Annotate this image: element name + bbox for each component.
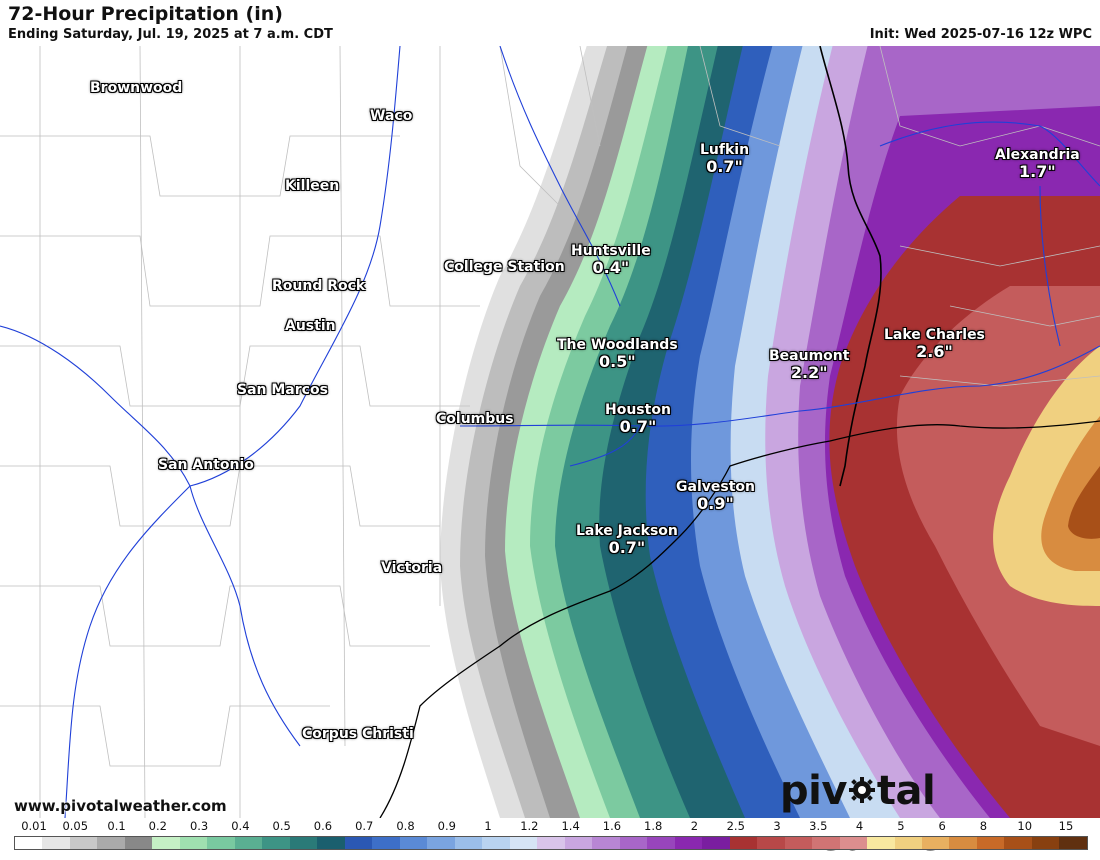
legend-swatch	[42, 837, 70, 849]
legend-label: 1	[484, 819, 492, 833]
legend-swatch	[179, 837, 208, 849]
init-time: Init: Wed 2025-07-16 12z WPC	[869, 27, 1092, 42]
city-label-with-value: Alexandria 1.7"	[995, 147, 1080, 181]
legend-swatch	[647, 837, 675, 849]
legend-swatch	[976, 837, 1005, 849]
legend-label: 15	[1058, 819, 1074, 833]
legend-swatch	[619, 837, 648, 849]
website-url: www.pivotalweather.com	[14, 797, 227, 815]
city-label-with-value: Lake Charles 2.6"	[884, 327, 985, 361]
legend-swatch	[784, 837, 813, 849]
city-label: Columbus	[436, 411, 514, 427]
legend-swatch	[949, 837, 977, 849]
legend-label: 10	[1017, 819, 1033, 833]
legend-label: 1.8	[644, 819, 663, 833]
city-label: Austin	[285, 318, 336, 334]
legend-colorbar	[14, 836, 1088, 850]
legend-label: 5	[897, 819, 905, 833]
legend-labels: 0.01 0.05 0.1 0.2 0.3 0.4 0.5 0.6 0.7 0.8 0.9 1 1.2 1…	[0, 819, 1100, 835]
legend-swatch	[372, 837, 400, 849]
legend-label: 0.5	[272, 819, 291, 833]
city-label-with-value: Beaumont 2.2"	[769, 348, 850, 382]
gear-icon	[848, 777, 875, 803]
legend-swatch	[1031, 837, 1060, 849]
legend-swatch	[69, 837, 98, 849]
valid-time: Ending Saturday, Jul. 19, 2025 at 7 a.m.…	[8, 27, 333, 42]
legend-swatch	[921, 837, 950, 849]
legend-swatch	[262, 837, 290, 849]
precipitation-map	[0, 46, 1100, 818]
legend-swatch	[399, 837, 428, 849]
legend-label: 1.6	[602, 819, 622, 833]
legend-label: 0.7	[355, 819, 374, 833]
legend-label: 3.5	[809, 819, 828, 833]
city-label: Victoria	[381, 560, 443, 576]
legend-label: 6	[938, 819, 946, 833]
legend-swatch	[1004, 837, 1032, 849]
legend-swatch	[564, 837, 593, 849]
legend-label: 0.4	[231, 819, 250, 833]
legend-label: 2	[690, 819, 699, 833]
legend-swatch	[702, 837, 730, 849]
legend-swatch	[509, 837, 538, 849]
legend-swatch	[592, 837, 620, 849]
header: 72-Hour Precipitation (in) Ending Saturd…	[0, 0, 1100, 46]
legend-label: 1.2	[520, 819, 539, 833]
city-label: Waco	[370, 108, 413, 124]
city-label: College Station	[444, 259, 565, 275]
city-label-with-value: Huntsville 0.4"	[571, 243, 651, 277]
legend-swatch	[757, 837, 785, 849]
legend-swatch	[894, 837, 922, 849]
legend-swatch	[1059, 837, 1087, 849]
city-label-with-value: Lufkin 0.7"	[700, 142, 750, 176]
legend-label: 0.2	[148, 819, 167, 833]
legend-swatch	[97, 837, 125, 849]
legend-swatch	[482, 837, 510, 849]
legend-swatch	[537, 837, 565, 849]
legend-label: 4	[855, 819, 864, 833]
legend-swatch	[454, 837, 483, 849]
legend-swatch	[674, 837, 703, 849]
legend-label: 8	[979, 819, 988, 833]
city-label: Round Rock	[272, 278, 366, 294]
legend-swatch	[729, 837, 758, 849]
legend-swatch	[234, 837, 263, 849]
legend-label: 0.6	[313, 819, 333, 833]
legend-label: 0.3	[189, 819, 209, 833]
legend-label: 2.5	[726, 819, 745, 833]
city-label: San Marcos	[237, 382, 328, 398]
legend-swatch	[15, 837, 43, 849]
legend-swatch	[152, 837, 180, 849]
map-title: 72-Hour Precipitation (in)	[8, 3, 283, 25]
legend-label: 0.1	[107, 819, 126, 833]
map-canvas	[0, 46, 1100, 818]
legend-label: 0.9	[437, 819, 456, 833]
legend-label: 0.01	[21, 819, 47, 833]
legend-swatch	[207, 837, 235, 849]
legend-swatch	[289, 837, 318, 849]
city-label-with-value: Houston 0.7"	[605, 402, 671, 436]
legend-swatch	[124, 837, 153, 849]
legend-swatch	[344, 837, 373, 849]
legend-label: 0.05	[62, 819, 89, 833]
legend-swatch	[317, 837, 345, 849]
brand-text-left: piv	[780, 768, 847, 814]
legend-swatch	[812, 837, 840, 849]
legend-swatch	[427, 837, 455, 849]
city-label-with-value: Lake Jackson 0.7"	[576, 523, 678, 557]
city-label: Killeen	[285, 178, 340, 194]
city-label: Corpus Christi	[302, 726, 414, 742]
city-label-with-value: Galveston 0.9"	[676, 479, 755, 513]
legend-label: 0.8	[396, 819, 415, 833]
legend-swatch	[839, 837, 868, 849]
city-label: Brownwood	[90, 80, 183, 96]
legend-label: 1.4	[561, 819, 580, 833]
city-label-with-value: The Woodlands 0.5"	[557, 337, 678, 371]
legend-swatch	[867, 837, 895, 849]
legend-label: 3	[773, 819, 781, 833]
color-legend: 0.01 0.05 0.1 0.2 0.3 0.4 0.5 0.6 0.7 0.8 0.9 1 1.2 1…	[0, 818, 1100, 850]
city-label: San Antonio	[158, 457, 254, 473]
